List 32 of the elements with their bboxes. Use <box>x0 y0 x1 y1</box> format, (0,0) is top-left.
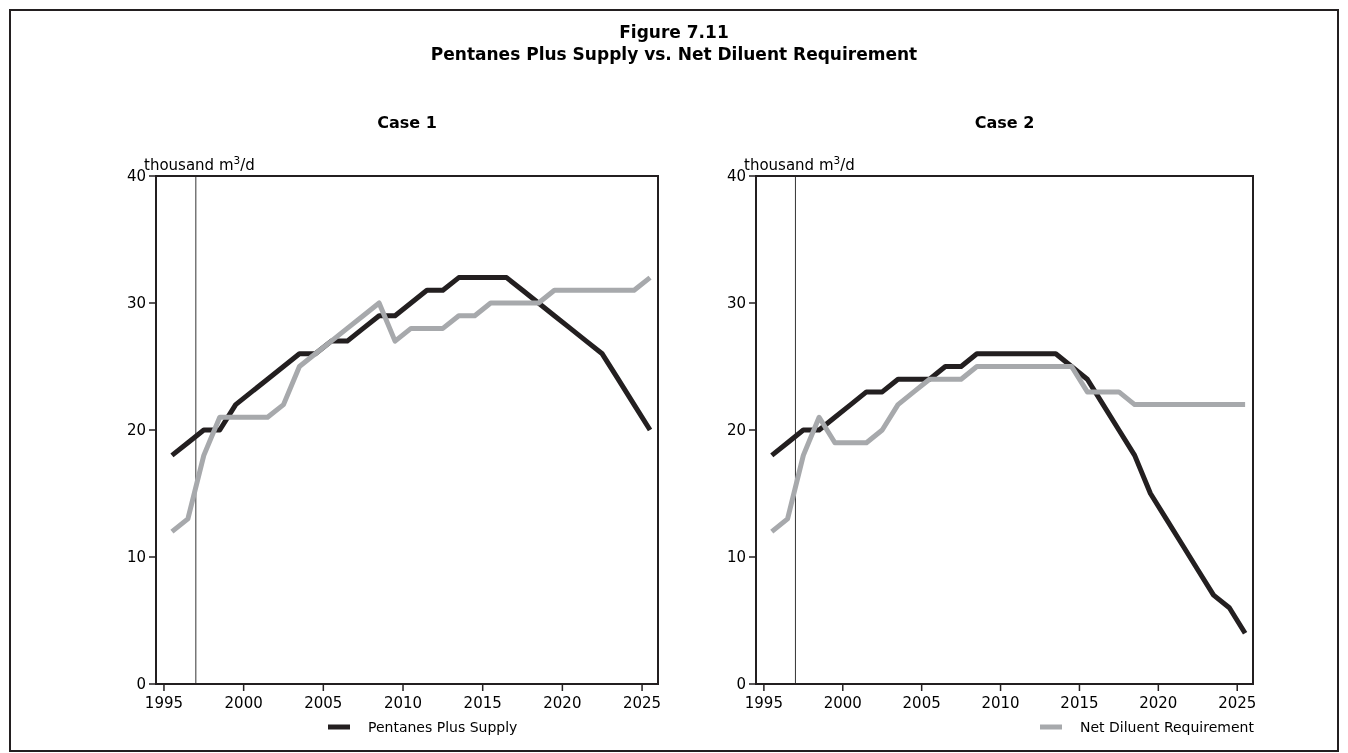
x-tick-label: 2005 <box>902 694 941 712</box>
caption: Figure 7.11 <box>619 22 729 42</box>
x-tick-label: 2025 <box>622 694 662 712</box>
y-tick-label: 30 <box>726 294 746 313</box>
x-tick-label: 2005 <box>304 694 343 712</box>
y-tick-label: 0 <box>136 675 146 694</box>
x-tick-label: 2020 <box>543 694 582 712</box>
x-tick-label: 1995 <box>144 694 184 712</box>
legend-label: Net Diluent Requirement <box>1080 718 1255 735</box>
y-axis-title: thousand m$^{3}$/d <box>144 154 255 174</box>
x-tick-label: 2010 <box>383 694 423 712</box>
y-tick-label: 40 <box>126 167 146 186</box>
y-tick-label: 10 <box>726 548 746 567</box>
chart-title: Case 1 <box>377 113 437 132</box>
x-tick-label: 2025 <box>1218 694 1257 712</box>
y-axis-title: thousand m$^{3}$/d <box>744 154 855 174</box>
text: Pentanes Plus Supply vs. Net Diluent Requirement <box>430 44 918 64</box>
y-tick-label: 20 <box>726 421 746 440</box>
y-tick-label: 30 <box>126 294 146 313</box>
legend-label: Pentanes Plus Supply <box>368 718 518 735</box>
y-tick-label: 0 <box>736 675 746 694</box>
x-tick-label: 2020 <box>1139 694 1178 712</box>
x-tick-label: 2000 <box>224 694 263 712</box>
x-tick-label: 2015 <box>463 694 502 712</box>
x-tick-label: 1995 <box>744 694 783 712</box>
x-tick-label: 2000 <box>823 694 862 712</box>
x-tick-label: 2010 <box>981 694 1020 712</box>
x-tick-label: 2015 <box>1060 694 1099 712</box>
y-tick-label: 40 <box>726 167 746 186</box>
y-tick-label: 20 <box>126 421 146 440</box>
chart-title: Case 2 <box>974 113 1035 132</box>
y-tick-label: 10 <box>126 548 146 567</box>
